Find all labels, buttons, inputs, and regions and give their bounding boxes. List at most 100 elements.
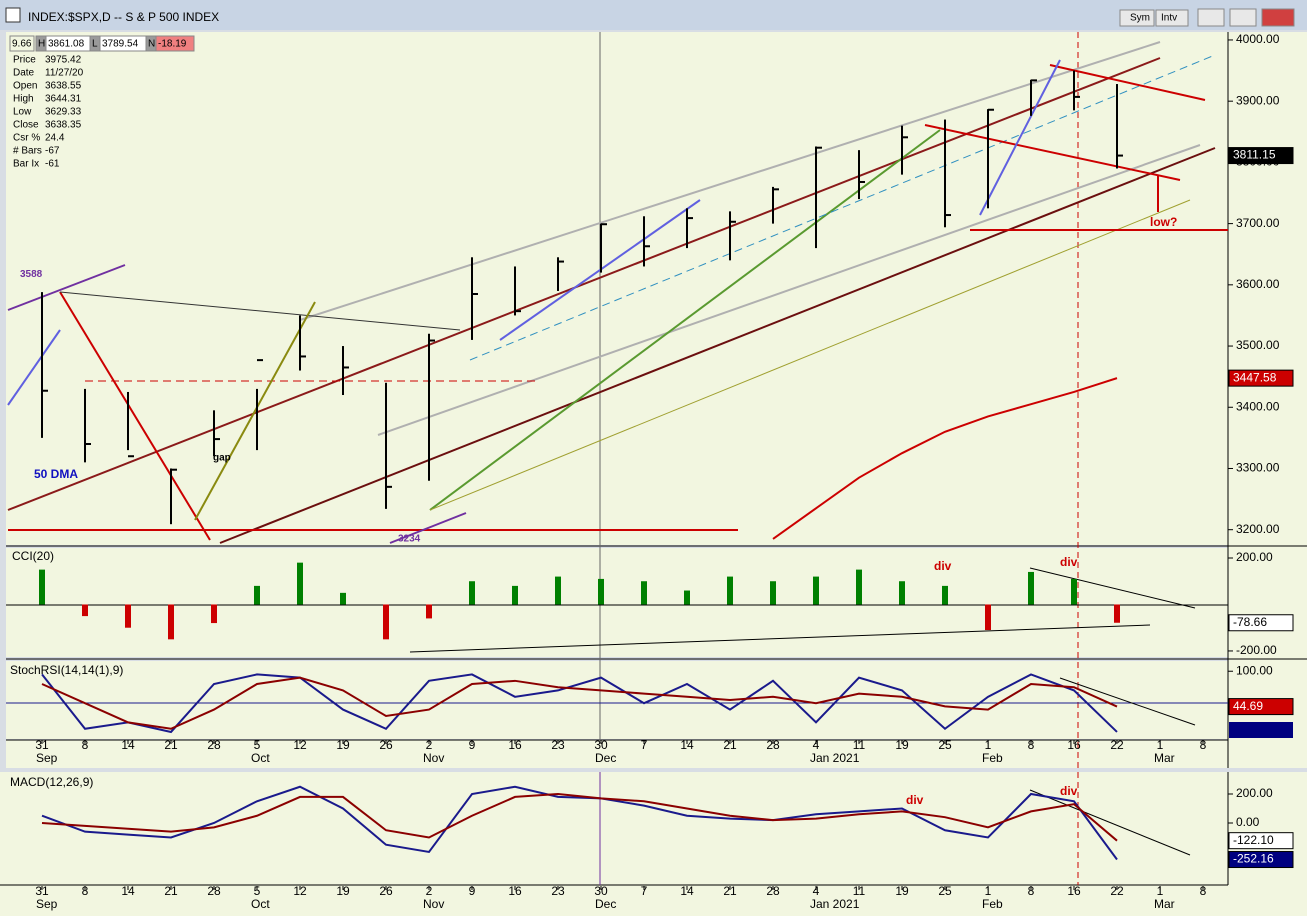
cci-bar (340, 592, 346, 605)
macd-window (0, 772, 1307, 916)
x-tick-label: 28 (766, 884, 780, 898)
cci-bar (1114, 604, 1120, 623)
quote-box (9, 35, 35, 52)
quote-box (155, 35, 195, 52)
trendline (469, 54, 1216, 361)
x-tick-label: 9 (469, 884, 476, 898)
value-tag (1228, 369, 1294, 387)
x-tick-label: 9 (469, 738, 476, 752)
value-tag-label: -122.10 (1233, 833, 1274, 847)
value-tag (1228, 614, 1294, 632)
month-label: Nov (423, 897, 444, 911)
trendlines (7, 41, 1228, 544)
x-tick-label: 30 (594, 738, 608, 752)
x-tick-label: 5 (254, 884, 261, 898)
quote-text: 3789.54 (102, 39, 139, 50)
quote-text: -18.19 (158, 39, 187, 50)
window-title: INDEX:$SPX,D -- S & P 500 INDEX (28, 10, 219, 24)
value-tag (1228, 698, 1294, 716)
y-tick-label: 4000.00 (1236, 32, 1280, 46)
x-tick-label: 11 (853, 738, 866, 752)
panel-title: StochRSI(14,14(1),9) (10, 663, 123, 677)
cci-bar (168, 604, 174, 640)
cci-bar (770, 581, 776, 605)
x-tick-label: 25 (938, 884, 952, 898)
x-tick-label: 31 (35, 884, 49, 898)
quote-text: 9.66 (12, 39, 32, 50)
trendline (1059, 677, 1196, 726)
month-label: Jan 2021 (810, 897, 860, 911)
trendline (1049, 64, 1206, 101)
y-tick-label: 200.00 (1236, 786, 1273, 800)
info-label: Close (13, 120, 39, 131)
series-line (41, 673, 1118, 734)
annotation: low? (1150, 215, 1177, 229)
x-tick-label: 14 (121, 738, 135, 752)
trendline (7, 264, 126, 311)
y-tick-label: 200.00 (1236, 550, 1273, 564)
trendline (194, 301, 316, 521)
series-line (41, 793, 1118, 842)
info-label: Bar Ix (13, 159, 39, 170)
month-label: Mar (1154, 751, 1175, 765)
x-tick-label: 7 (641, 738, 648, 752)
cci-bar (641, 581, 647, 605)
x-axis-panel (6, 740, 1228, 768)
month-label: Jan 2021 (810, 751, 860, 765)
month-label: Sep (36, 897, 58, 911)
x-tick-label: 21 (723, 738, 737, 752)
cci-bar (684, 590, 690, 605)
cci-bar (383, 604, 389, 640)
x-tick-label: 19 (336, 738, 350, 752)
info-value: 3638.55 (45, 81, 82, 92)
info-label: Date (13, 68, 35, 79)
trendline (389, 512, 467, 544)
y-tick-label: 3300.00 (1236, 461, 1280, 475)
x-tick-label: 7 (641, 884, 648, 898)
x-tick-label: 22 (1110, 738, 1124, 752)
x-tick-label: 1 (985, 884, 992, 898)
x-tick-label: 14 (121, 884, 135, 898)
intv-button-label[interactable]: Intv (1161, 13, 1177, 24)
cci-bar (813, 576, 819, 605)
cci-bar (1028, 571, 1034, 605)
quote-text: H (38, 39, 45, 50)
close-button[interactable] (1261, 8, 1295, 27)
info-value: -61 (45, 159, 60, 170)
x-tick-label: 22 (1110, 884, 1124, 898)
sym-button[interactable] (1119, 9, 1155, 27)
trendline (924, 124, 1181, 181)
cci-bar (426, 604, 432, 619)
series-line (41, 785, 1118, 861)
x-tick-label: 23 (551, 738, 565, 752)
x-tick-label: 16 (508, 738, 522, 752)
x-tick-label: 21 (723, 884, 737, 898)
intv-button[interactable] (1155, 9, 1189, 27)
x-tick-label: 8 (1200, 738, 1207, 752)
info-value: 11/27/20 (45, 68, 84, 79)
month-label: Dec (595, 751, 616, 765)
cci-bar (39, 569, 45, 605)
x-tick-label: 8 (1200, 884, 1207, 898)
annotation: 50 DMA (34, 467, 78, 481)
month-label: Sep (36, 751, 58, 765)
x-tick-label: 12 (293, 884, 307, 898)
cci-trendlines (6, 567, 1228, 653)
quote-text: N (148, 39, 155, 50)
x-tick-label: 8 (82, 738, 89, 752)
cci-bar (297, 562, 303, 605)
trendline (59, 291, 211, 541)
cci-bar (1071, 578, 1077, 605)
info-label: Open (13, 81, 37, 92)
sym-button-label[interactable]: Sym (1130, 13, 1150, 24)
value-tag-label: 3811.15 (1233, 148, 1276, 162)
minimize-button[interactable] (1197, 8, 1225, 27)
value-tag-label: 3447.58 (1233, 370, 1277, 384)
month-label: Feb (982, 897, 1003, 911)
x-tick-label: 21 (164, 884, 178, 898)
annotation: div (1060, 555, 1078, 569)
x-tick-label: 8 (1028, 738, 1035, 752)
maximize-button[interactable] (1229, 8, 1257, 27)
cci-bar (555, 576, 561, 605)
